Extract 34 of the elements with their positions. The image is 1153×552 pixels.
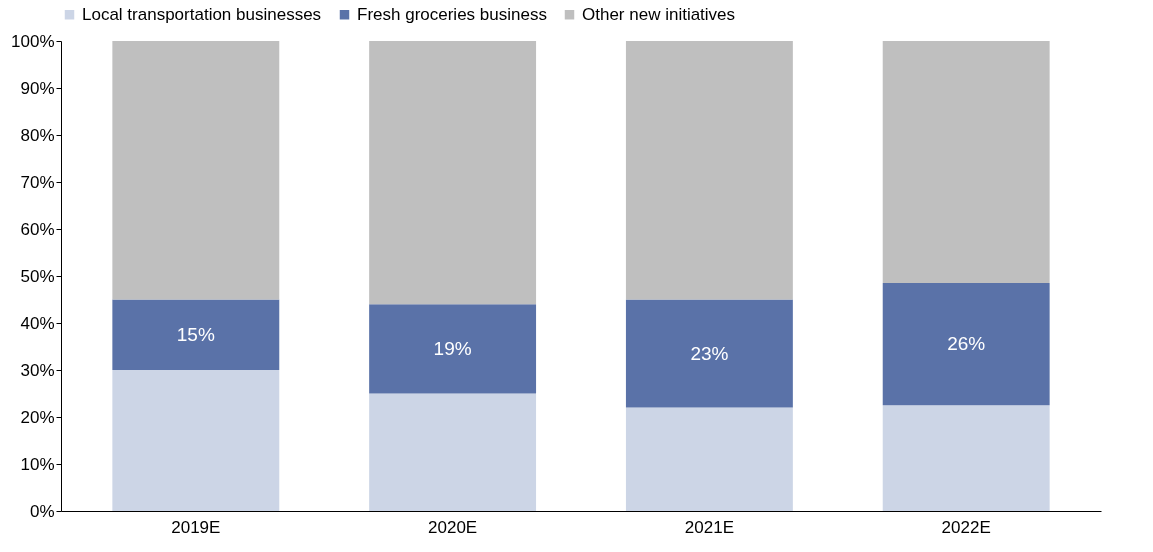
legend-label: Fresh groceries business — [357, 4, 547, 24]
y-tick-label: 40% — [20, 313, 55, 333]
bar — [882, 283, 1050, 406]
y-tick-label: 50% — [20, 266, 55, 286]
x-tick-label: 2019E — [171, 517, 221, 537]
y-tick-label: 90% — [20, 78, 55, 98]
bar — [369, 393, 537, 511]
x-tick-label: 2022E — [941, 517, 991, 537]
y-tick-label: 10% — [20, 454, 55, 474]
x-tick-label: 2020E — [428, 517, 478, 537]
y-tick-label: 0% — [29, 501, 55, 521]
bar — [625, 299, 793, 408]
bar — [625, 407, 793, 511]
y-tick-label: 80% — [20, 125, 55, 145]
bar — [882, 41, 1050, 284]
data-label: 26% — [947, 333, 986, 355]
bar — [369, 304, 537, 394]
bar — [882, 405, 1050, 511]
x-tick-label: 2021E — [684, 517, 734, 537]
y-tick-label: 70% — [20, 172, 55, 192]
y-tick-label: 30% — [20, 360, 55, 380]
y-tick-label: 60% — [20, 219, 55, 239]
legend-label: Local transportation businesses — [82, 4, 322, 24]
data-label: 23% — [690, 342, 729, 364]
data-label: 19% — [433, 337, 472, 359]
bar — [112, 370, 280, 511]
bar — [112, 299, 280, 370]
bar — [369, 41, 537, 305]
y-tick-label: 100% — [11, 31, 55, 51]
y-tick-label: 20% — [20, 407, 55, 427]
bar — [112, 41, 280, 300]
bar — [625, 41, 793, 300]
data-label: 15% — [176, 323, 215, 345]
legend-label: Other new initiatives — [582, 4, 736, 24]
